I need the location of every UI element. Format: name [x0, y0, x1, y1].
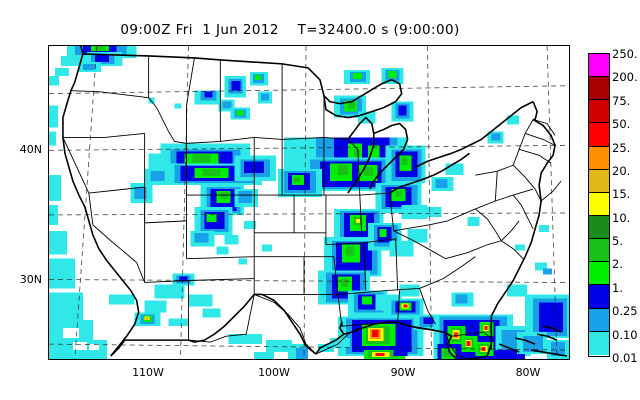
colorbar-tick-labels: 250. 200. 75. 50. 25. 20. 15. 10. 5. 2. 1. 0.25 0.10… — [612, 45, 640, 365]
colorbar-band — [589, 146, 609, 170]
precip-wyoming-nebraska — [130, 143, 277, 203]
map-plot-area — [48, 45, 570, 360]
x-axis-tick-90w: 90W — [390, 366, 416, 379]
colorbar-band — [589, 308, 609, 332]
figure-title: 09:00Z Fri 1 Jun 2012 T=32400.0 s (9:00:… — [120, 22, 460, 38]
map-graticule — [49, 46, 569, 359]
colorbar-tick-label: 0.01 — [612, 351, 638, 365]
colorbar-tick-label: 0.25 — [612, 304, 638, 319]
precipitation-map-canvas — [49, 46, 569, 359]
colorbar-band — [589, 169, 609, 193]
precip-west-coast — [49, 105, 107, 359]
colorbar-tick-label: 15. — [612, 187, 631, 202]
colorbar-tick-label: 2. — [612, 257, 623, 272]
colorbar-tick-label: 10. — [612, 210, 631, 225]
colorbar-band — [589, 54, 609, 78]
precip-ohio-valley — [323, 206, 480, 277]
colorbar — [588, 53, 610, 357]
precip-florida-intense — [433, 314, 532, 359]
precip-pacific-northwest — [49, 46, 137, 86]
colorbar-tick-label: 25. — [612, 140, 631, 155]
precip-south-texas — [228, 334, 309, 359]
colorbar-tick-label: 250. — [612, 47, 638, 61]
colorbar-tick-label: 1. — [612, 280, 623, 295]
colorbar-band — [589, 192, 609, 216]
precip-colorado — [190, 185, 259, 255]
colorbar-band — [589, 100, 609, 124]
colorbar-tick-label: 200. — [612, 70, 638, 85]
colorbar-band — [589, 262, 609, 286]
colorbar-band — [589, 285, 609, 309]
colorbar-band — [589, 331, 609, 355]
precip-northern-plains — [194, 71, 273, 120]
colorbar-tick-label: 0.10 — [612, 327, 638, 342]
y-axis-tick-30n: 30N — [19, 273, 42, 286]
y-axis-tick-40n: 40N — [19, 143, 42, 156]
coastlines — [62, 46, 568, 359]
colorbar-tick-label: 75. — [612, 93, 631, 108]
x-axis-tick-80w: 80W — [515, 366, 541, 379]
colorbar-band — [589, 215, 609, 240]
colorbar-tick-label: 50. — [612, 117, 631, 132]
x-axis-tick-110w: 110W — [132, 366, 164, 379]
precip-bahamas-atlantic — [507, 284, 569, 359]
colorbar-tick-label: 20. — [612, 163, 631, 178]
colorbar-band — [589, 123, 609, 147]
precip-mid-atlantic — [515, 224, 553, 275]
precip-central-plains — [238, 220, 273, 265]
precip-northeast — [487, 115, 520, 144]
precip-west-texas — [108, 273, 221, 327]
colorbar-tick-label: 5. — [612, 234, 623, 249]
colorbar-band — [589, 239, 609, 263]
precip-idaho — [148, 97, 182, 109]
x-axis-tick-100w: 100W — [258, 366, 290, 379]
colorbar-band — [589, 77, 609, 101]
